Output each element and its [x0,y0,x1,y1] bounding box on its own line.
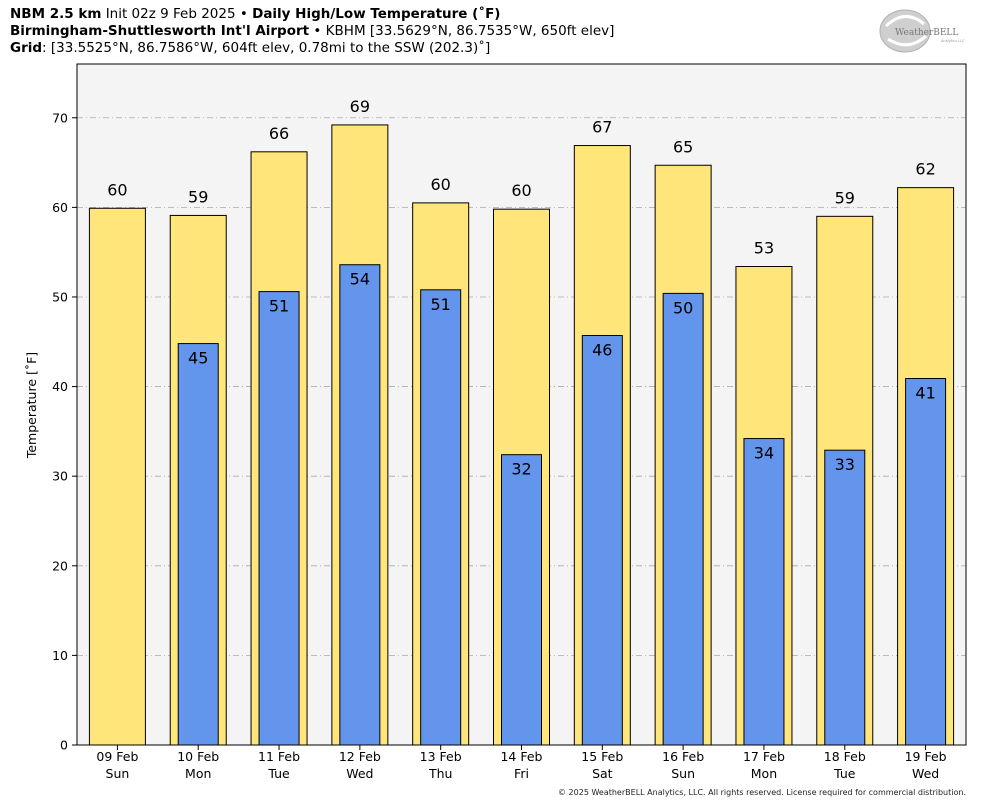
x-tick-day-label: Tue [833,766,856,781]
high-temp-label: 66 [269,124,289,143]
grid-label: Grid [10,40,43,56]
station-info: KBHM [33.5629°N, 86.7535°W, 650ft elev] [325,23,615,39]
y-tick-label: 0 [60,738,68,753]
svg-text:WeatherBELL: WeatherBELL [895,28,958,38]
axes: 0 10 20 30 40 50 60 70 09 Feb Sun 10 Feb Mon 11 Feb T… [52,63,967,781]
x-tick-date-label: 11 Feb [258,749,300,764]
low-temp-label: 51 [269,297,289,316]
x-tick-date-label: 09 Feb [96,749,138,764]
grid-info: [33.5525°N, 86.7586°W, 604ft elev, 0.78m… [50,40,491,56]
copyright-footer: © 2025 WeatherBELL Analytics, LLC. All r… [558,788,966,797]
x-tick-day-label: Sun [671,766,695,781]
high-temp-label: 59 [188,187,208,206]
low-temp-bar [581,335,623,746]
svg-text:Analytics LLC: Analytics LLC [941,39,965,43]
bars [88,124,955,746]
x-tick-day-label: Thu [428,766,452,781]
x-tick-date-label: 15 Feb [581,749,623,764]
low-temp-label: 41 [915,384,935,403]
high-temp-label: 65 [673,137,693,156]
product-name: Daily High/Low Temperature (˚F) [252,6,501,22]
low-temp-bar [177,343,219,746]
high-temp-bar [88,207,146,746]
low-temp-bar [339,264,381,746]
x-tick-day-label: Mon [751,766,777,781]
low-temp-bar [824,449,866,746]
separator: • [239,6,248,22]
low-temp-label: 32 [511,460,531,479]
chart-header-line-1: NBM 2.5 km Init 02z 9 Feb 2025 • Daily H… [10,6,500,22]
x-tick-date-label: 19 Feb [905,749,947,764]
high-temp-label: 67 [592,118,612,137]
x-tick-date-label: 10 Feb [177,749,219,764]
low-temp-bar [420,289,462,746]
y-tick-label: 20 [52,558,68,573]
plot-border [76,63,967,746]
low-temp-bar [905,378,947,746]
separator: • [313,23,322,39]
low-temp-bar [258,291,300,746]
station-name: Birmingham-Shuttlesworth Int'l Airport [10,23,310,39]
low-temp-label: 46 [592,341,612,360]
high-temp-label: 69 [350,97,370,116]
x-tick-day-label: Fri [514,766,529,781]
low-temp-label: 51 [431,295,451,314]
y-tick-label: 60 [52,200,68,215]
x-tick-date-label: 14 Feb [500,749,542,764]
weatherbell-logo: WeatherBELL Analytics LLC [879,9,965,53]
x-tick-day-label: Mon [185,766,211,781]
x-tick-day-label: Tue [267,766,290,781]
y-tick-label: 40 [52,379,68,394]
high-temp-label: 62 [915,160,935,179]
low-temp-bar [743,438,785,746]
high-temp-label: 53 [754,239,774,258]
bar-labels: 60 59 45 66 51 69 54 60 51 60 32 67 46 65 50 53 34 59 33 62… [107,97,936,479]
y-axis-label: Temperature [˚F] [24,352,39,459]
y-tick-label: 50 [52,289,68,304]
x-tick-day-label: Wed [912,766,939,781]
low-temp-bar [501,454,542,746]
low-temp-label: 33 [835,455,855,474]
init-time: Init 02z 9 Feb 2025 [105,6,236,22]
x-tick-date-label: 17 Feb [743,749,785,764]
x-tick-date-label: 16 Feb [662,749,704,764]
chart-header-line-2: Birmingham-Shuttlesworth Int'l Airport •… [10,23,614,39]
x-tick-date-label: 18 Feb [824,749,866,764]
y-tick-label: 10 [52,648,68,663]
low-temp-label: 45 [188,349,208,368]
y-tick-label: 30 [52,469,68,484]
y-tick-label: 70 [52,110,68,125]
high-temp-label: 60 [511,181,531,200]
low-temp-label: 54 [350,270,370,289]
high-temp-label: 59 [835,188,855,207]
x-tick-day-label: Sat [592,766,613,781]
low-temp-bar [662,292,704,746]
high-temp-label: 60 [107,180,127,199]
x-tick-day-label: Sun [106,766,130,781]
chart-header-line-3: Grid: [33.5525°N, 86.7586°W, 604ft elev,… [10,40,491,56]
x-tick-date-label: 12 Feb [339,749,381,764]
x-tick-date-label: 13 Feb [420,749,462,764]
low-temp-label: 34 [754,444,774,463]
high-temp-label: 60 [431,175,451,194]
x-tick-day-label: Wed [346,766,373,781]
model-name: NBM 2.5 km [10,6,102,22]
low-temp-label: 50 [673,298,693,317]
